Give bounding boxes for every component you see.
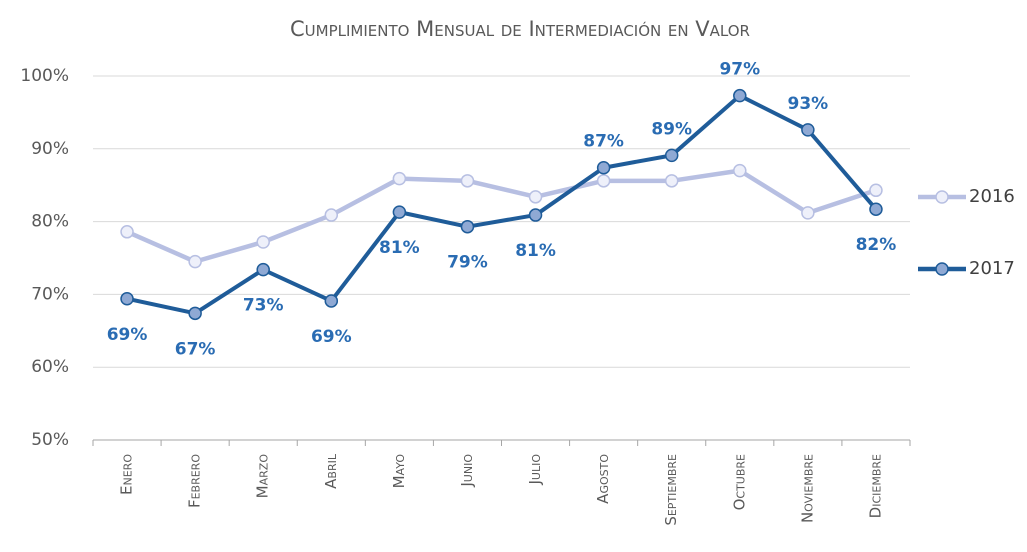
chart-title: Cumplimiento Mensual de Intermediación e…	[290, 17, 750, 41]
data-point	[528, 208, 543, 222]
data-point	[392, 171, 407, 186]
data-point	[120, 292, 134, 306]
data-label: 69%	[107, 325, 148, 345]
data-point	[801, 123, 815, 137]
data-point	[733, 88, 747, 103]
data-point	[664, 174, 679, 188]
x-tick-label: Enero	[118, 454, 136, 495]
data-point	[256, 235, 270, 249]
data-label: 81%	[515, 241, 556, 261]
x-tick-label: Octubre	[730, 454, 748, 510]
data-point	[392, 205, 407, 219]
data-point	[596, 174, 611, 188]
data-label: 81%	[379, 238, 420, 258]
data-point	[256, 262, 270, 277]
y-tick-label: 90%	[31, 139, 69, 159]
data-label: 79%	[447, 253, 488, 273]
legend-label: 2017	[969, 258, 1015, 279]
x-tick-label: Agosto	[594, 454, 612, 504]
data-label: 82%	[856, 235, 897, 255]
data-label: 93%	[788, 94, 829, 114]
data-label: 69%	[311, 327, 352, 347]
x-tick-label: Diciembre	[866, 454, 884, 518]
data-label: 87%	[583, 132, 624, 152]
x-tick-label: Julio	[526, 454, 544, 486]
series-line	[126, 168, 877, 264]
data-point	[596, 160, 611, 175]
x-tick-label: Febrero	[186, 454, 204, 508]
legend-marker	[935, 262, 949, 276]
legend-marker	[935, 190, 949, 204]
y-tick-label: 70%	[31, 284, 69, 304]
data-point	[528, 190, 543, 204]
data-point	[801, 206, 815, 220]
data-point	[869, 183, 883, 198]
data-point	[733, 163, 747, 178]
y-tick-label: 60%	[31, 357, 69, 377]
series-line	[126, 93, 878, 316]
x-tick-label: Noviembre	[798, 454, 816, 523]
data-label: 67%	[175, 339, 216, 359]
data-label: 73%	[243, 296, 284, 316]
data-point	[324, 208, 339, 222]
x-tick-label: Septiembre	[662, 454, 680, 526]
y-tick-label: 100%	[20, 66, 69, 86]
x-tick-label: Abril	[322, 453, 340, 489]
y-tick-label: 80%	[31, 212, 69, 232]
data-point	[460, 174, 475, 188]
data-label: 89%	[651, 119, 692, 139]
data-label: 97%	[719, 60, 760, 80]
data-point	[664, 148, 679, 163]
y-tick-label: 50%	[31, 430, 69, 450]
x-tick-label: Junio	[458, 454, 476, 488]
data-point	[869, 202, 883, 216]
data-point	[324, 294, 339, 308]
data-point	[120, 225, 134, 239]
data-point	[188, 254, 202, 269]
data-point	[188, 306, 202, 321]
x-tick-label: Marzo	[254, 454, 272, 499]
legend-label: 2016	[969, 186, 1015, 207]
x-tick-label: Mayo	[390, 454, 408, 489]
data-point	[460, 219, 475, 234]
